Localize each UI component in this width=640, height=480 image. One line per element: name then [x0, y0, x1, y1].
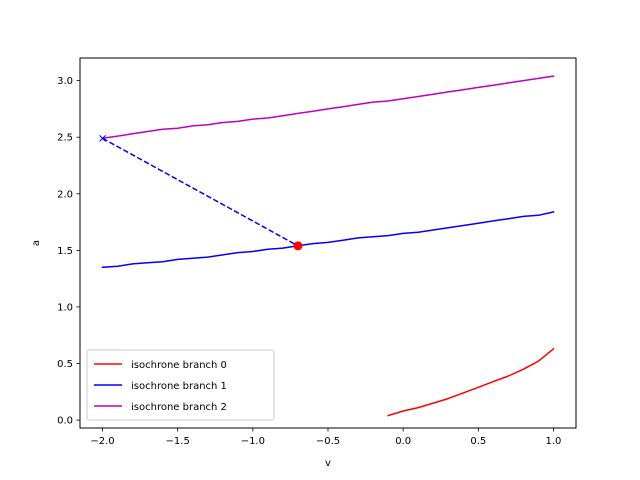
x-tick-label: −1.5	[166, 436, 190, 447]
y-tick-label: 0.0	[57, 416, 73, 427]
legend-box	[86, 349, 275, 421]
x-tick-label: −0.5	[316, 436, 340, 447]
x-ticks: −2.0 −1.5 −1.0 −0.5 0.0 0.5 1.0	[90, 428, 561, 447]
y-tick-label: 1.5	[57, 246, 73, 257]
y-axis-label: a	[31, 240, 42, 246]
series-line-0	[387, 347, 555, 417]
plot-area	[99, 75, 555, 417]
series-line-1	[101, 211, 555, 269]
start-x-marker	[99, 134, 106, 142]
y-tick-label: 1.0	[57, 302, 73, 313]
x-axis-label: v	[325, 458, 331, 469]
x-tick-label: 0.0	[395, 436, 411, 447]
y-tick-label: 2.0	[57, 189, 73, 200]
x-tick-label: −2.0	[90, 436, 114, 447]
y-tick-label: 0.5	[57, 359, 73, 370]
y-ticks: 0.0 0.5 1.0 1.5 2.0 2.5 3.0	[57, 76, 80, 427]
x-tick-label: −1.0	[241, 436, 265, 447]
y-tick-label: 3.0	[57, 76, 73, 87]
series-line-2	[101, 75, 555, 140]
legend-label-1: isochrone branch 1	[131, 381, 227, 392]
x-tick-label: 0.5	[470, 436, 486, 447]
end-point-marker	[293, 241, 303, 251]
dashed-connector-line	[102, 137, 299, 247]
legend-label-0: isochrone branch 0	[131, 360, 227, 371]
x-tick-label: 1.0	[546, 436, 562, 447]
legend-label-2: isochrone branch 2	[131, 402, 227, 413]
y-tick-label: 2.5	[57, 133, 73, 144]
legend: isochrone branch 0 isochrone branch 1 isoc…	[86, 349, 275, 421]
